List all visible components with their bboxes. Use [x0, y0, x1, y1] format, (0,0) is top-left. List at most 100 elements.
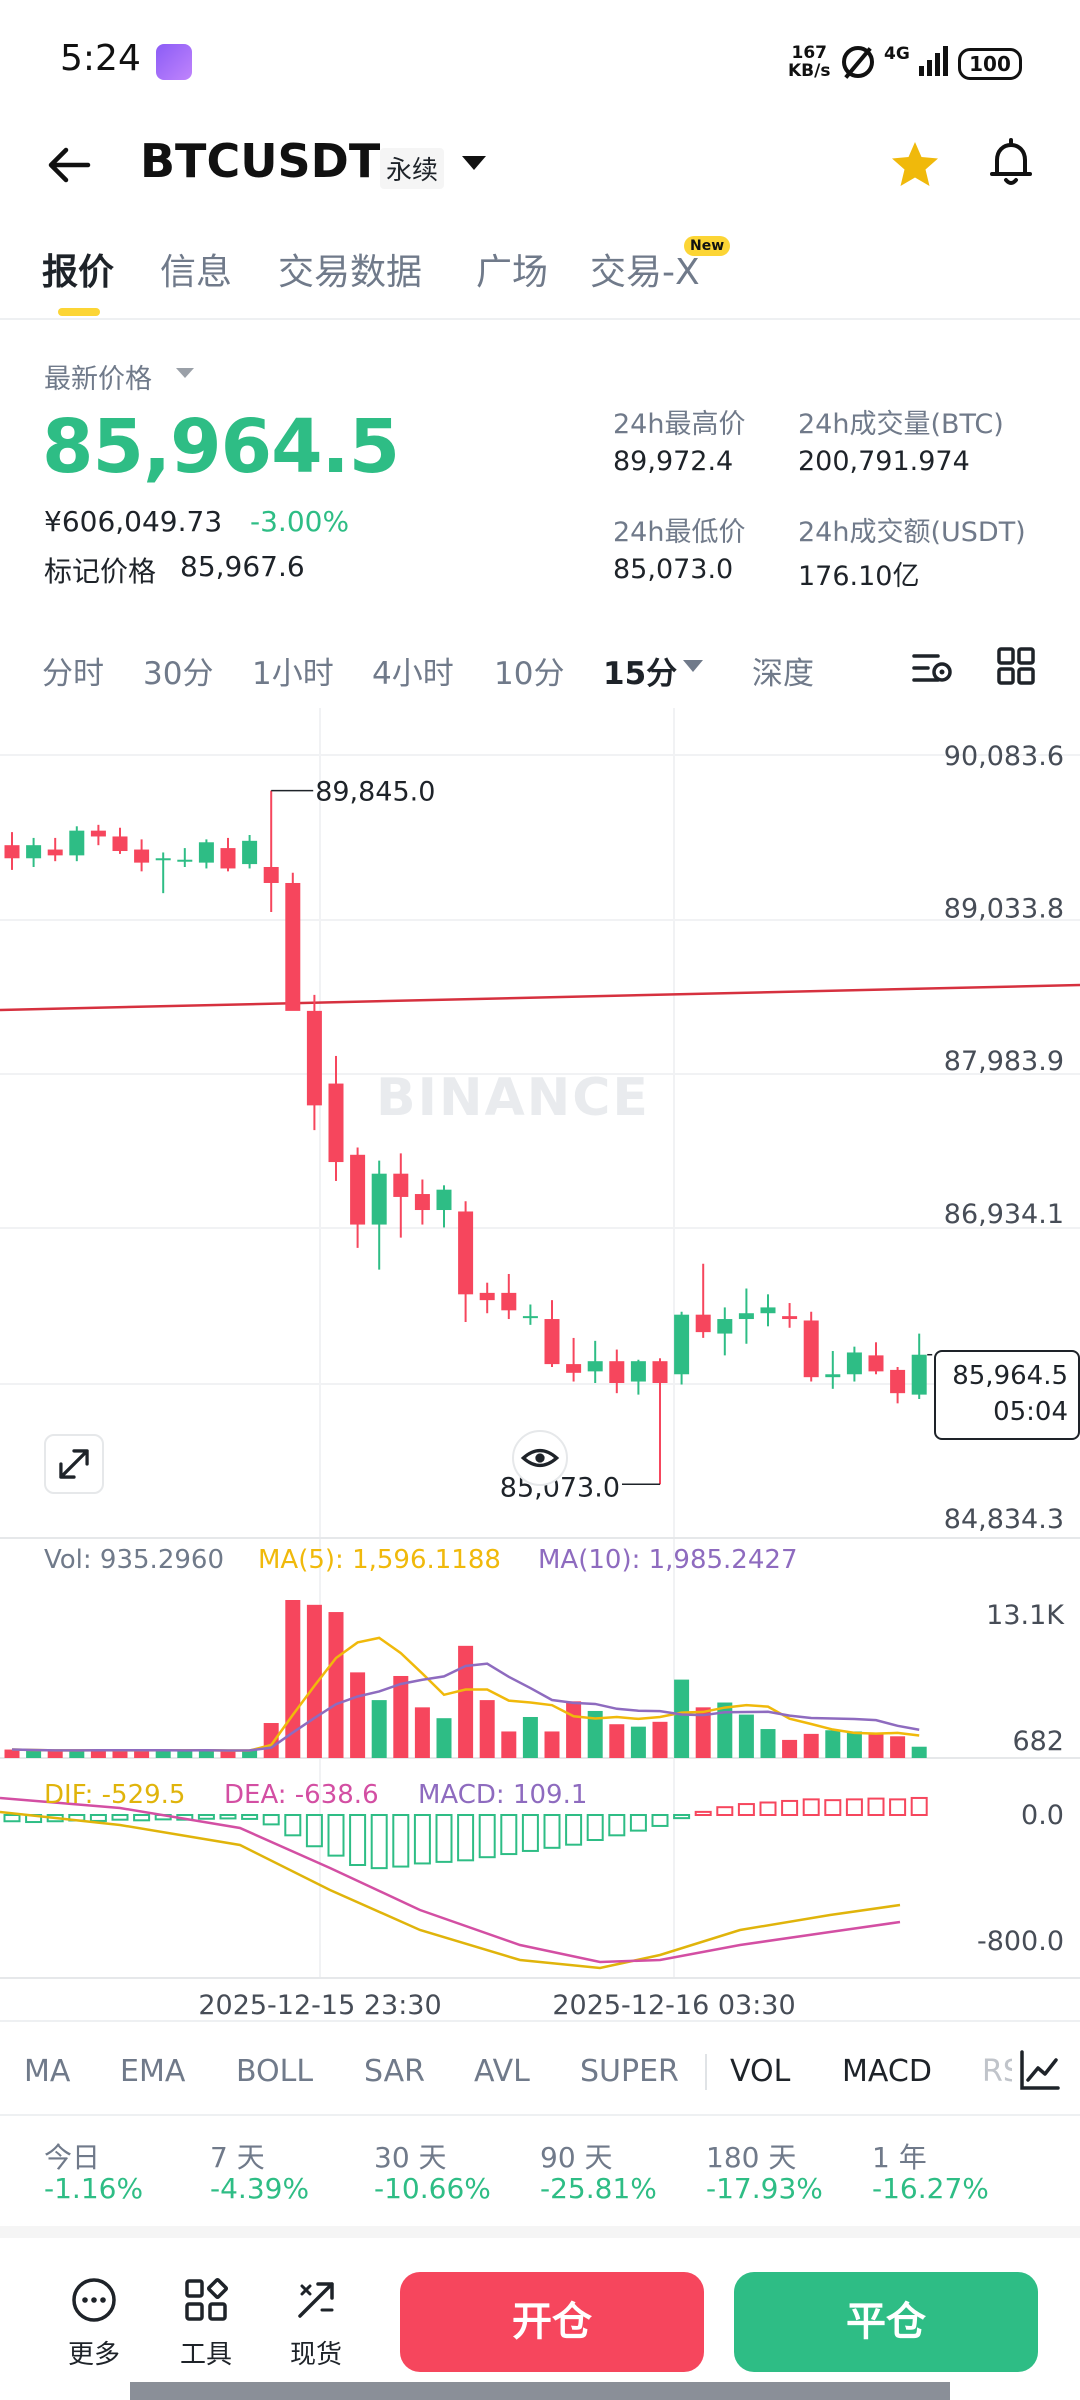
candle-body [501, 1292, 517, 1311]
candle-body [458, 1211, 474, 1295]
volume-ma10-line [11, 1662, 920, 1752]
indicator-super[interactable]: SUPER [580, 2054, 679, 2089]
macd-histogram-bar [370, 1814, 388, 1870]
spot-label[interactable]: 现货 [289, 2340, 342, 2370]
price-type-dropdown-icon[interactable] [176, 368, 194, 378]
macd-histogram-bar [241, 1814, 259, 1820]
interval-10m[interactable]: 10分 [494, 656, 565, 692]
perf-90d-value: -25.81% [540, 2172, 657, 2205]
indicator-settings-icon[interactable] [1018, 2048, 1062, 2092]
perf-90d-label: 90 天 [540, 2141, 613, 2174]
macd-series [0, 1796, 928, 1970]
volume-bar [846, 1731, 862, 1758]
interval-dropdown-icon[interactable] [683, 660, 703, 672]
interval-4h[interactable]: 4小时 [372, 656, 454, 692]
last-price-label[interactable]: 最新价格 [44, 364, 152, 395]
volume-bar [436, 1718, 452, 1758]
macd-histogram-bar [327, 1814, 345, 1857]
chart-canvas[interactable]: 90,083.6 89,033.8 87,983.9 86,934.1 84,834.3… [0, 708, 1080, 2028]
high-24h-label: 24h最高价 [613, 409, 746, 440]
current-price-tag: 85,964.5 05:04 [934, 1350, 1080, 1440]
macd-histogram-bar [586, 1814, 604, 1841]
mark-price-line [0, 983, 1080, 1012]
macd-dea-legend: DEA: -638.6 [224, 1780, 379, 1810]
volume-bar [47, 1751, 63, 1758]
layout-grid-icon[interactable] [996, 646, 1036, 686]
cny-price: ¥606,049.73 [44, 505, 223, 538]
volume-bar [868, 1732, 884, 1758]
volume-bar [69, 1750, 85, 1758]
network-speed: 167 KB/s [788, 44, 830, 80]
vol-ma10-legend: MA(10): 1,985.2427 [538, 1545, 798, 1575]
macd-histogram-bar [219, 1814, 237, 1820]
candle-body [198, 842, 214, 863]
mark-price-label: 标记价格 [44, 555, 157, 588]
indicator-rsi[interactable]: RSI [982, 2054, 1012, 2089]
macd-histogram-bar [111, 1814, 129, 1821]
candle-body [782, 1316, 798, 1320]
volume-axis-tick: 682 [1012, 1726, 1064, 1757]
indicator-vol[interactable]: VOL [730, 2054, 791, 2089]
tab-info[interactable]: 信息 [160, 252, 233, 293]
chart-labels: 90,083.6 89,033.8 87,983.9 86,934.1 84,834.3… [198, 741, 1065, 2021]
candle-body [803, 1320, 819, 1378]
tab-square[interactable]: 广场 [476, 252, 549, 293]
macd-histogram-bar [889, 1798, 907, 1816]
indicator-ma[interactable]: MA [24, 2054, 71, 2089]
close-position-button[interactable]: 平仓 [734, 2272, 1038, 2372]
low-24h-value: 85,073.0 [613, 554, 734, 585]
volume-bar [501, 1731, 517, 1758]
back-arrow-icon[interactable] [44, 140, 94, 190]
perf-30d-label: 30 天 [374, 2141, 447, 2174]
change-percent: -3.00% [250, 505, 350, 538]
tools-label[interactable]: 工具 [179, 2340, 232, 2370]
perf-7d-label: 7 天 [210, 2141, 265, 2174]
fullscreen-expand-icon[interactable] [44, 1434, 104, 1494]
network-speed-unit: KB/s [788, 61, 831, 81]
macd-histogram-bar [543, 1814, 561, 1849]
tab-trading-data[interactable]: 交易数据 [278, 252, 423, 293]
volume-bar [695, 1707, 711, 1758]
indicator-boll[interactable]: BOLL [236, 2054, 314, 2089]
candle-body [846, 1352, 862, 1375]
spot-icon[interactable] [292, 2276, 340, 2324]
vol-legend: Vol: 935.2960 [44, 1545, 224, 1575]
indicator-separator [705, 2054, 707, 2090]
chart-settings-icon[interactable] [910, 646, 954, 690]
indicator-ema[interactable]: EMA [120, 2054, 186, 2089]
candlestick-series [0, 789, 1080, 1486]
interval-1h[interactable]: 1小时 [252, 656, 334, 692]
symbol-title[interactable]: BTCUSDT [140, 134, 381, 188]
tab-trade-x[interactable]: 交易-X [590, 252, 700, 293]
macd-value-legend: MACD: 109.1 [418, 1780, 588, 1810]
interval-30m[interactable]: 30分 [143, 656, 214, 692]
interval-depth[interactable]: 深度 [752, 656, 814, 692]
candle-body [825, 1374, 841, 1378]
macd-histogram-bar [565, 1814, 583, 1846]
indicator-sar[interactable]: SAR [364, 2054, 425, 2089]
macd-histogram-bar [305, 1814, 323, 1848]
battery-icon: 100 [958, 48, 1022, 80]
favorite-star-icon[interactable] [888, 138, 942, 192]
macd-histogram-bar [910, 1796, 928, 1816]
macd-histogram-bar [629, 1814, 647, 1832]
more-icon[interactable] [70, 2276, 118, 2324]
symbol-dropdown-icon[interactable] [462, 156, 486, 170]
vol-usdt-value: 176.10亿 [798, 561, 920, 592]
candle-body [220, 848, 236, 869]
eye-icon[interactable] [512, 1430, 568, 1486]
interval-line[interactable]: 分时 [42, 656, 104, 692]
macd-histogram-bar [759, 1801, 777, 1816]
more-label[interactable]: 更多 [67, 2340, 120, 2370]
contract-type-badge[interactable]: 永续 [380, 148, 445, 189]
time-axis-label: 2025-12-16 03:30 [552, 1990, 795, 2021]
indicator-macd[interactable]: MACD [842, 2054, 932, 2089]
indicator-avl[interactable]: AVL [474, 2054, 530, 2089]
volume-bar [371, 1700, 387, 1758]
open-position-button[interactable]: 开仓 [400, 2272, 704, 2372]
volume-bar [198, 1749, 214, 1758]
interval-15m[interactable]: 15分 [603, 656, 678, 692]
tab-quote[interactable]: 报价 [42, 252, 115, 293]
tools-icon[interactable] [182, 2276, 230, 2324]
bell-icon[interactable] [984, 136, 1038, 190]
